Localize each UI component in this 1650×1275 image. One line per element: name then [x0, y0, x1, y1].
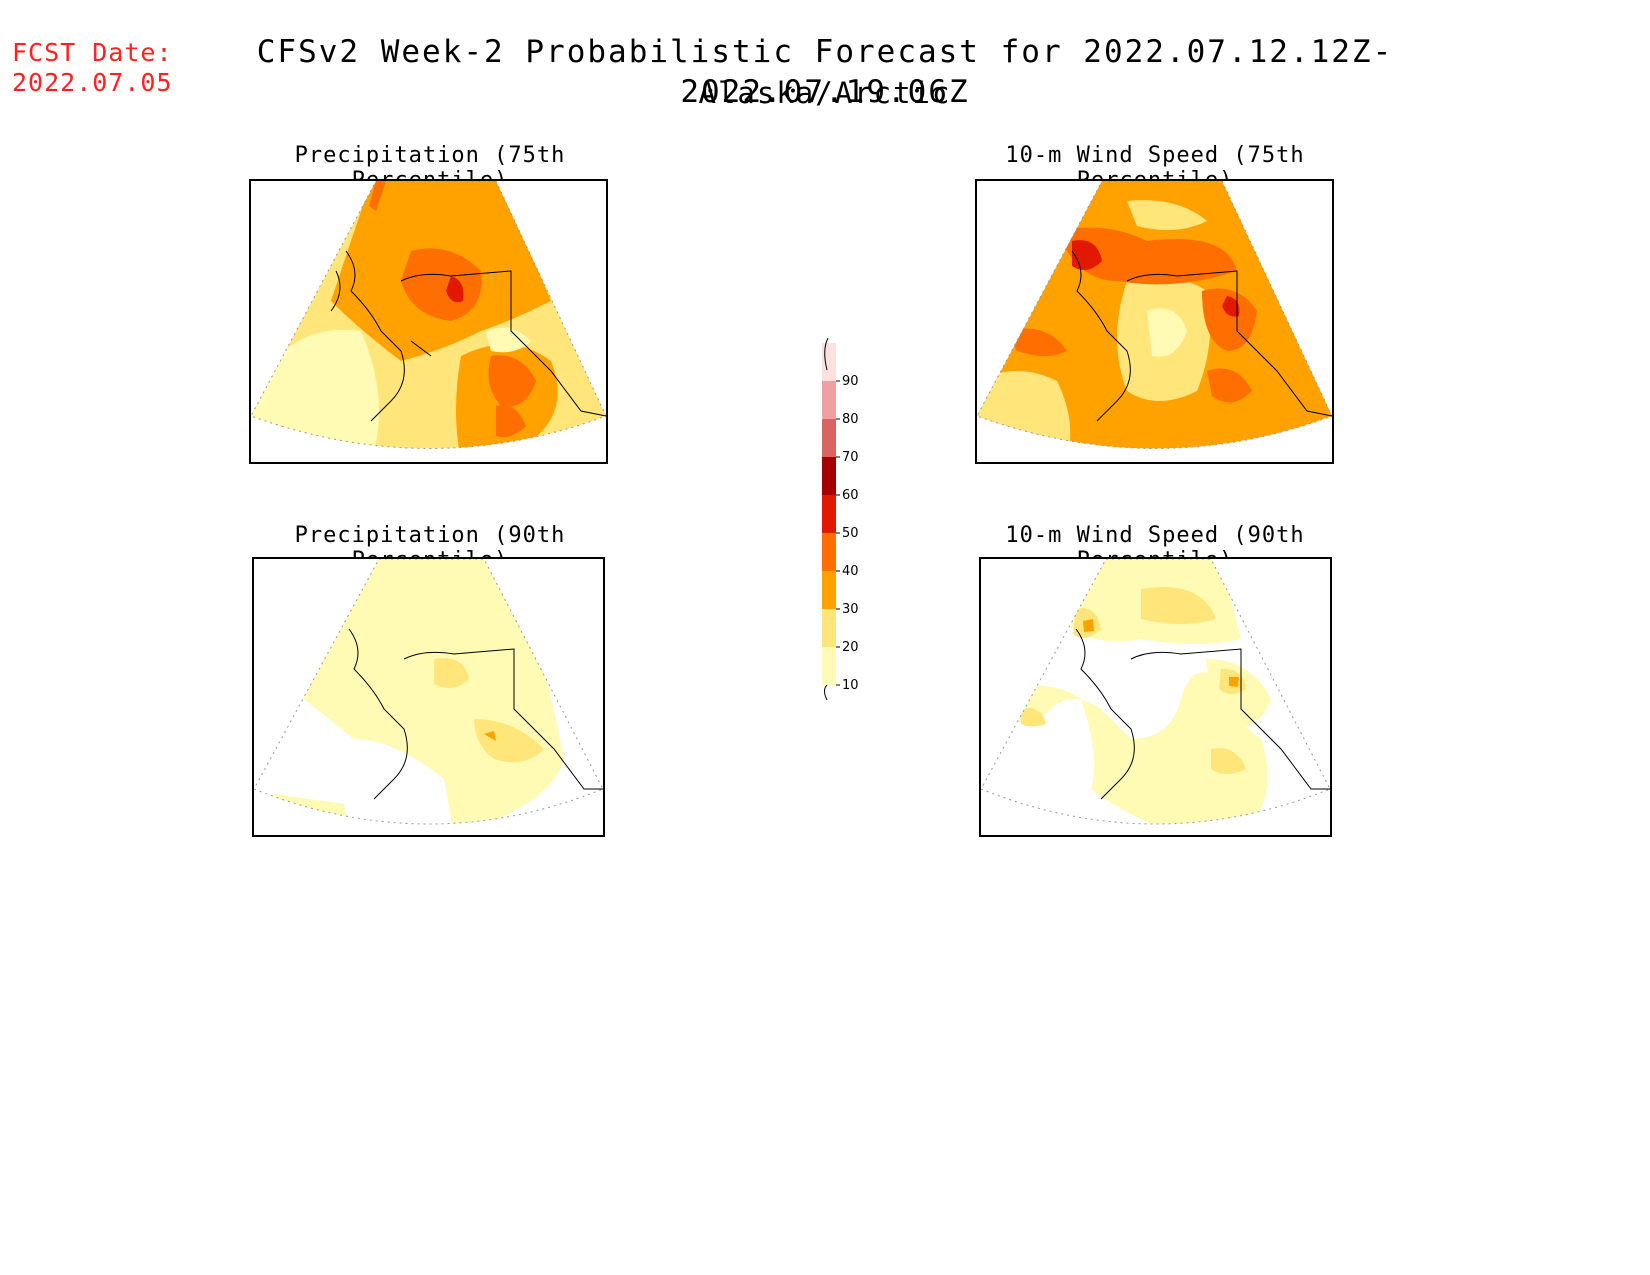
map-wind-75 — [977, 181, 1332, 449]
colorbar-bottom-cap — [824, 684, 828, 701]
map-precip-75 — [251, 181, 606, 449]
colorbar-swatch — [822, 571, 836, 609]
forecast-date-value: 2022.07.05 — [12, 68, 173, 97]
colorbar-top-cap — [824, 337, 829, 371]
colorbar-swatch — [822, 533, 836, 571]
colorbar-label: 80 — [842, 412, 859, 427]
map-panel-precip-90 — [252, 557, 605, 837]
colorbar-label: 60 — [842, 488, 859, 503]
forecast-date-label: FCST Date: — [12, 38, 173, 67]
colorbar-label: 30 — [842, 602, 859, 617]
colorbar-swatch — [822, 647, 836, 685]
colorbar-swatch — [822, 495, 836, 533]
colorbar-label: 20 — [842, 640, 859, 655]
map-panel-wind-90 — [979, 557, 1332, 837]
colorbar: 10 20 30 40 50 60 70 80 90 — [820, 330, 880, 714]
map-panel-wind-75 — [975, 179, 1334, 464]
colorbar-label: 50 — [842, 526, 859, 541]
colorbar-swatch — [822, 419, 836, 457]
colorbar-swatch — [822, 457, 836, 495]
forecast-date-block: FCST Date: 2022.07.05 — [12, 38, 173, 98]
colorbar-label: 90 — [842, 374, 859, 389]
colorbar-swatch — [822, 381, 836, 419]
colorbar-label: 70 — [842, 450, 859, 465]
map-panel-precip-75 — [249, 179, 608, 464]
map-wind-90 — [981, 559, 1330, 825]
colorbar-swatch — [822, 609, 836, 647]
colorbar-swatch — [822, 343, 836, 381]
colorbar-label: 10 — [842, 678, 859, 693]
map-precip-90 — [254, 559, 603, 825]
page-title: CFSv2 Week-2 Probabilistic Forecast for … — [256, 34, 1394, 110]
colorbar-svg: 10 20 30 40 50 60 70 80 90 — [822, 337, 859, 701]
region-subtitle: Alaska/Arctic — [698, 76, 952, 110]
colorbar-label: 40 — [842, 564, 859, 579]
